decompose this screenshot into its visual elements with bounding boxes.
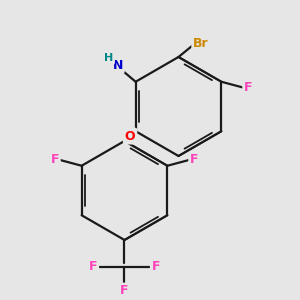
Text: F: F — [190, 153, 199, 166]
Text: F: F — [89, 260, 97, 274]
Text: F: F — [244, 81, 253, 94]
Text: F: F — [50, 153, 59, 166]
Text: O: O — [125, 130, 135, 142]
Text: F: F — [152, 260, 160, 274]
Text: F: F — [120, 284, 129, 298]
Text: N: N — [112, 59, 123, 72]
Text: H: H — [104, 53, 113, 63]
Text: Br: Br — [193, 37, 209, 50]
